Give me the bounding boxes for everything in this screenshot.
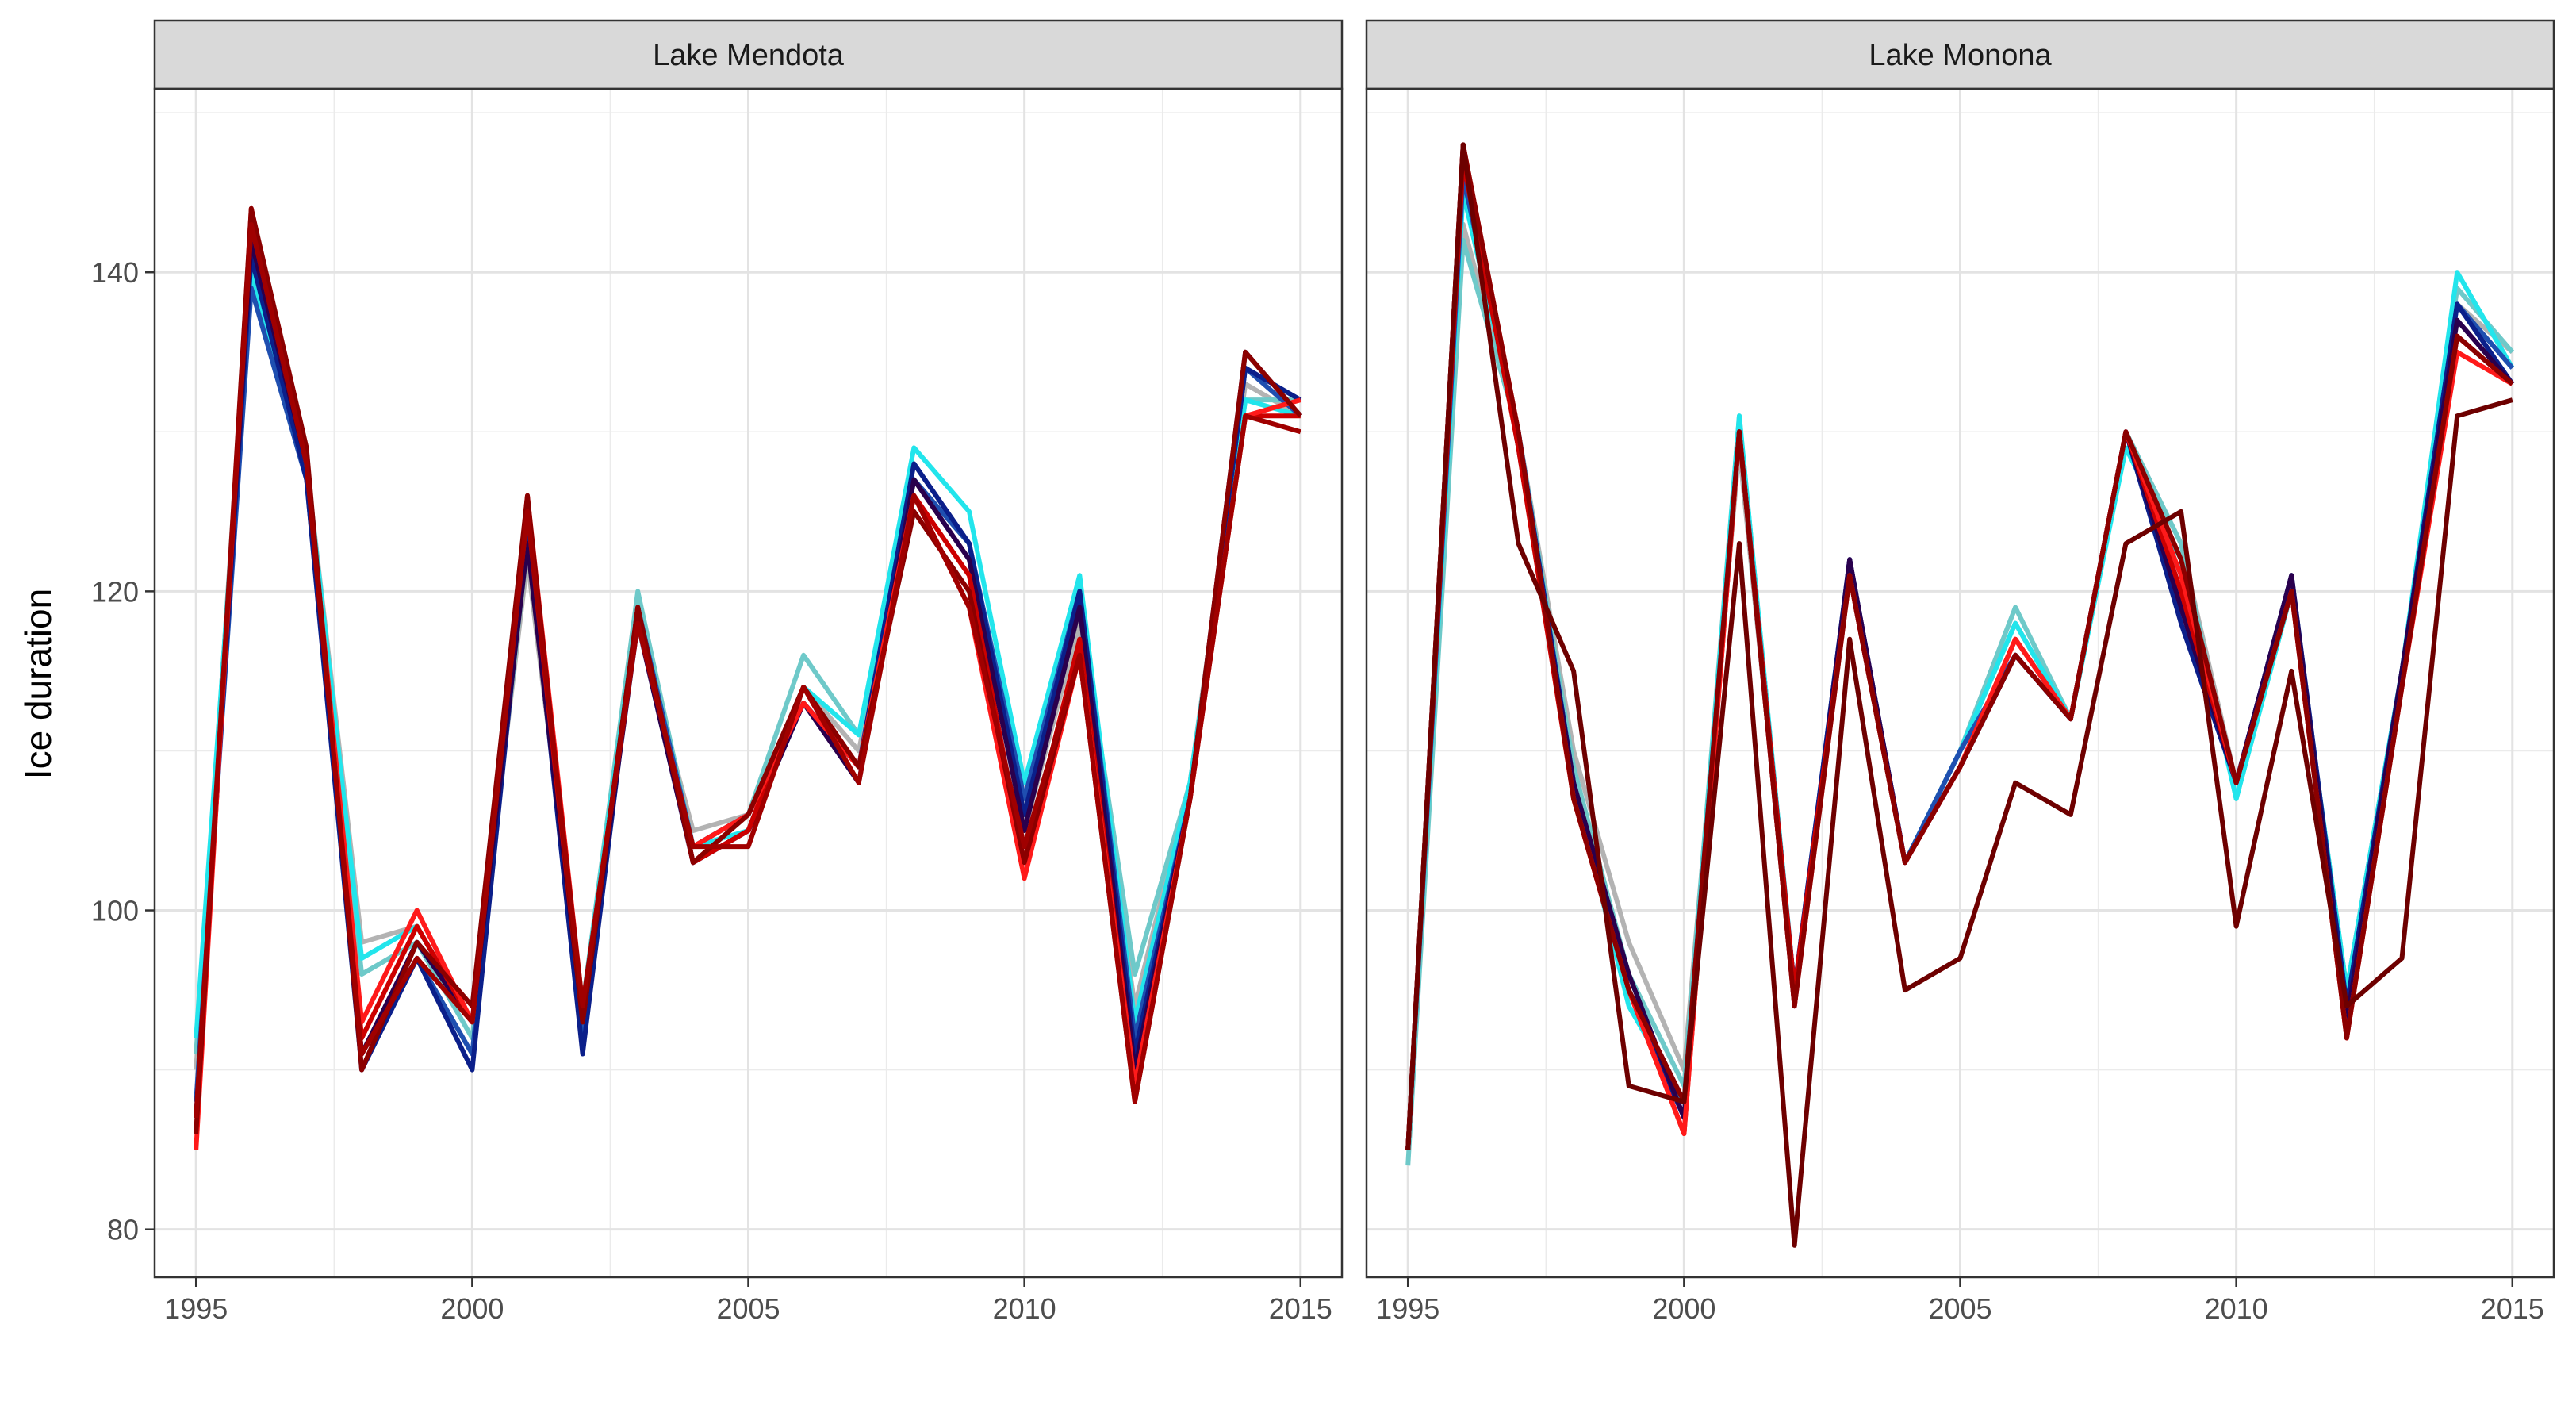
x-tick-label: 1995	[164, 1292, 228, 1325]
facet-strip-label-1: Lake Monona	[1869, 39, 2052, 72]
y-tick-label: 120	[91, 575, 139, 608]
y-tick-label: 140	[91, 256, 139, 289]
x-axis-1: 1995 2000 2005 2010 2015	[1376, 1277, 2544, 1325]
x-tick-label: 2005	[716, 1292, 780, 1325]
facet-strip-label-0: Lake Mendota	[653, 39, 845, 72]
series-lines-1	[1405, 142, 2515, 1248]
x-tick-label: 2010	[993, 1292, 1056, 1325]
x-axis-0: 1995 2000 2005 2010 2015	[164, 1277, 1332, 1325]
x-tick-label: 1995	[1376, 1292, 1439, 1325]
x-tick-label: 2010	[2205, 1292, 2268, 1325]
facet-strip-0	[153, 19, 1344, 90]
grid-0	[155, 89, 1342, 1277]
x-tick-label: 2015	[2481, 1292, 2544, 1325]
y-axis-title: Ice duration	[17, 589, 59, 779]
facet-strip-1	[1365, 19, 2555, 90]
x-tick-label: 2005	[1928, 1292, 1991, 1325]
series-line-9	[194, 221, 1301, 1119]
series-lines-0	[194, 205, 1303, 1150]
facet-panel-0: Lake Mendota 1995 2000 2005 2010 2015 80 100 120…	[91, 19, 1344, 1325]
grid-1	[1367, 89, 2554, 1277]
y-tick-label: 80	[107, 1214, 139, 1246]
x-tick-label: 2000	[1652, 1292, 1715, 1325]
y-axis: 80 100 120 140	[91, 256, 155, 1246]
facet-panel-1: Lake Monona 1995 2000 2005 2010 2015	[1365, 19, 2555, 1325]
x-tick-label: 2000	[440, 1292, 504, 1325]
x-tick-label: 2015	[1269, 1292, 1332, 1325]
series-line-9	[1405, 142, 2513, 1248]
y-tick-label: 100	[91, 895, 139, 927]
